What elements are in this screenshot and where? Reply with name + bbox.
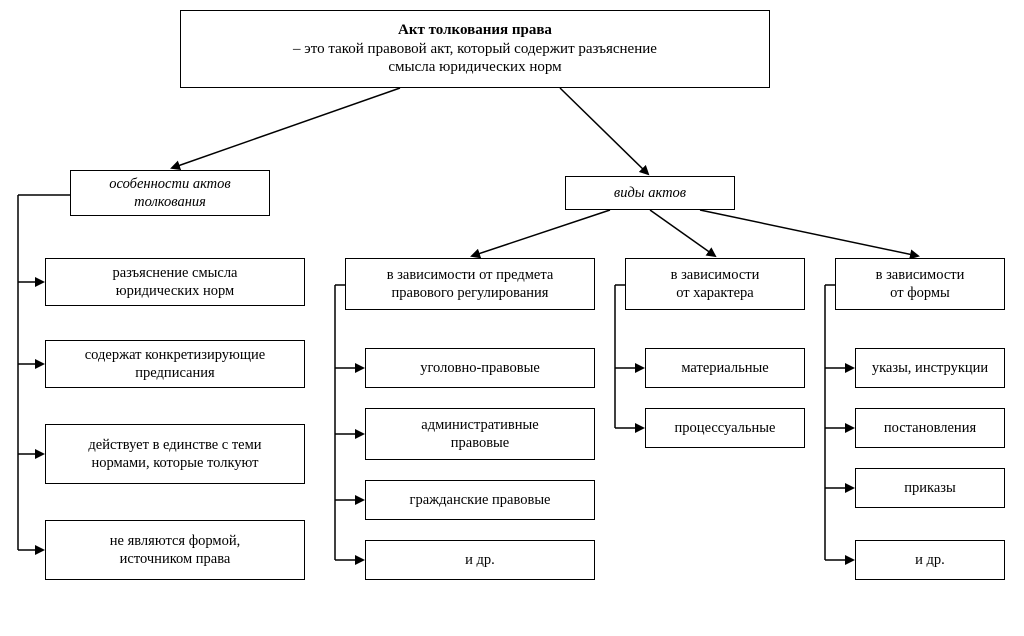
root-title: Акт толкования права: [398, 21, 552, 40]
group-item: процессуальные: [645, 408, 805, 448]
group-item: приказы: [855, 468, 1005, 508]
types-header: виды актов: [565, 176, 735, 210]
feature-item: содержат конкретизирующиепредписания: [45, 340, 305, 388]
features-header: особенности актовтолкования: [70, 170, 270, 216]
feature-item: действует в единстве с теминормами, кото…: [45, 424, 305, 484]
group-item: указы, инструкции: [855, 348, 1005, 388]
group-item: и др.: [365, 540, 595, 580]
root-definition: – это такой правовой акт, который содерж…: [293, 40, 657, 78]
group-item: уголовно-правовые: [365, 348, 595, 388]
group-item: гражданские правовые: [365, 480, 595, 520]
group-header-by-form: в зависимостиот формы: [835, 258, 1005, 310]
feature-item: разъяснение смыслаюридических норм: [45, 258, 305, 306]
group-item: материальные: [645, 348, 805, 388]
group-header-by-character: в зависимостиот характера: [625, 258, 805, 310]
group-header-by-subject: в зависимости от предметаправового регул…: [345, 258, 595, 310]
root-box: Акт толкования права – это такой правово…: [180, 10, 770, 88]
types-header-label: виды актов: [614, 184, 686, 202]
group-item: постановления: [855, 408, 1005, 448]
feature-item: не являются формой,источником права: [45, 520, 305, 580]
group-item: административныеправовые: [365, 408, 595, 460]
features-header-label: особенности актовтолкования: [109, 175, 230, 211]
group-item: и др.: [855, 540, 1005, 580]
